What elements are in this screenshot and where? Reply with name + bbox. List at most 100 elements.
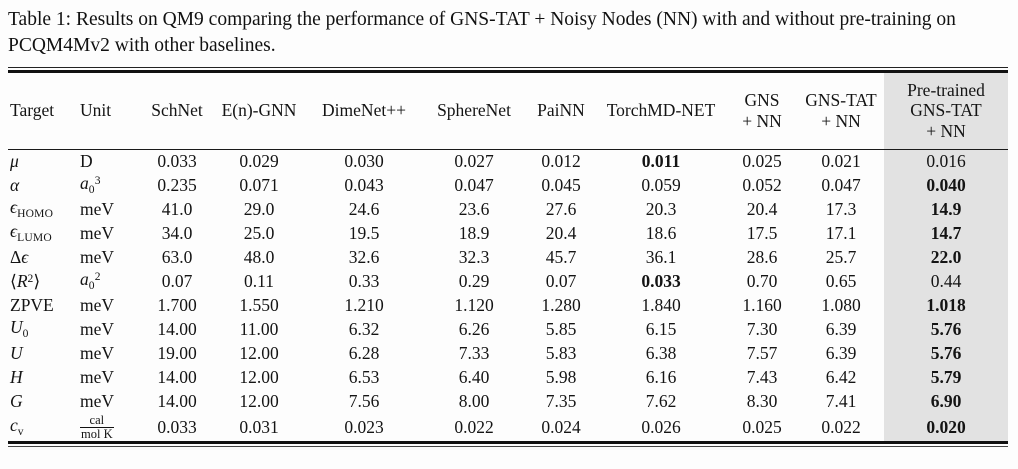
value-cell: 6.42 [825, 367, 857, 388]
value-cell: 0.025 [742, 151, 782, 172]
value-cell: 7.62 [645, 391, 677, 412]
value-cell: 1.210 [344, 295, 384, 316]
value-cell: 17.1 [825, 223, 857, 244]
value-cell: 12.00 [239, 391, 279, 412]
value-cell: 32.3 [458, 247, 490, 268]
value-cell: 6.15 [645, 319, 677, 340]
value-cell: 6.39 [825, 343, 857, 364]
table-caption: Table 1: Results on QM9 comparing the pe… [8, 9, 956, 56]
table-row: cv cal mol K 0.033 0.031 0.023 0.022 0.024 0.026… [8, 412, 1008, 442]
value-cell: 6.40 [458, 367, 490, 388]
unit-cell: cal mol K [80, 412, 114, 441]
value-cell: 12.00 [239, 367, 279, 388]
value-cell: 0.026 [641, 416, 681, 437]
value-cell: 5.76 [884, 317, 1008, 342]
value-cell: 24.6 [348, 199, 380, 220]
unit-cell: meV [80, 199, 115, 220]
table-header: Target Unit SchNet E(n)-GNN DimeNet++ SphereN… [8, 72, 1008, 150]
value-cell: 6.26 [458, 319, 490, 340]
unit-cell: meV [80, 295, 115, 316]
unit-cell: meV [80, 343, 115, 364]
value-cell: 0.030 [344, 151, 384, 172]
value-cell: 14.7 [884, 221, 1008, 246]
value-cell: 11.00 [239, 319, 279, 340]
value-cell: 0.07 [545, 271, 577, 292]
value-cell: 0.040 [884, 173, 1008, 198]
value-cell: 23.6 [458, 199, 490, 220]
value-cell: 1.550 [239, 295, 279, 316]
table-row: Δϵ meV 63.0 48.0 32.6 32.3 45.7 36.1 28.6 25.7 22.… [8, 245, 1008, 270]
value-cell: 17.5 [746, 223, 778, 244]
value-cell: 0.047 [821, 175, 861, 196]
table-row: U0 meV 14.00 11.00 6.32 6.26 5.85 6.15 7.30 6.39 5… [8, 317, 1008, 342]
value-cell: 0.033 [157, 416, 197, 437]
value-cell: 0.023 [344, 416, 384, 437]
value-cell: 32.6 [348, 247, 380, 268]
value-cell: 1.080 [821, 295, 861, 316]
value-cell: 6.28 [348, 343, 380, 364]
value-cell: 0.022 [821, 416, 861, 437]
value-cell: 7.35 [545, 391, 577, 412]
value-cell: 0.033 [641, 271, 681, 292]
col-header-torchmd-net: TorchMD-NET [596, 72, 726, 150]
value-cell: 14.00 [157, 367, 197, 388]
value-cell: 5.76 [884, 341, 1008, 366]
target-cell: ⟨R2⟩ [10, 271, 41, 292]
value-cell: 0.052 [742, 175, 782, 196]
value-cell: 6.38 [645, 343, 677, 364]
value-cell: 1.160 [742, 295, 782, 316]
unit-cell: meV [80, 319, 115, 340]
target-cell: μ [10, 151, 19, 172]
header-row: Target Unit SchNet E(n)-GNN DimeNet++ SphereN… [8, 72, 1008, 150]
value-cell: 25.7 [825, 247, 857, 268]
value-cell: 0.043 [344, 175, 384, 196]
value-cell: 0.016 [884, 149, 1008, 174]
value-cell: 28.6 [746, 247, 778, 268]
value-cell: 18.9 [458, 223, 490, 244]
unit-cell: a02 [80, 269, 101, 293]
col-header-pretrained-gns-tat-nn: Pre-trained GNS-TAT + NN [884, 72, 1008, 150]
col-header-en-gnn: E(n)-GNN [212, 72, 306, 150]
target-cell: ϵHOMO [10, 197, 54, 221]
value-cell: 0.029 [239, 151, 279, 172]
value-cell: 14.9 [884, 197, 1008, 222]
value-cell: 0.44 [884, 269, 1008, 294]
value-cell: 63.0 [161, 247, 193, 268]
value-cell: 0.071 [239, 175, 279, 196]
value-cell: 8.00 [458, 391, 490, 412]
table-row: ZPVE meV 1.700 1.550 1.210 1.120 1.280 1.840 1.1… [8, 293, 1008, 318]
table-top-rule [8, 66, 1008, 73]
value-cell: 5.98 [545, 367, 577, 388]
value-cell: 0.045 [541, 175, 581, 196]
value-cell: 0.33 [348, 271, 380, 292]
col-header-gns-nn: GNS + NN [726, 72, 798, 150]
unit-cell: meV [80, 391, 115, 412]
value-cell: 5.85 [545, 319, 577, 340]
value-cell: 1.120 [454, 295, 494, 316]
value-cell: 0.012 [541, 151, 581, 172]
value-cell: 45.7 [545, 247, 577, 268]
target-cell: ϵLUMO [10, 221, 52, 245]
value-cell: 0.70 [746, 271, 778, 292]
col-header-spherenet: SphereNet [422, 72, 526, 150]
unit-cell: meV [80, 367, 115, 388]
value-cell: 22.0 [884, 245, 1008, 270]
table-row: ϵLUMO meV 34.0 25.0 19.5 18.9 20.4 18.6 17.5 17.1… [8, 221, 1008, 246]
col-header-unit: Unit [78, 72, 142, 150]
target-cell: U [10, 343, 23, 364]
unit-cell: a03 [80, 173, 101, 197]
value-cell: 0.025 [742, 416, 782, 437]
target-cell: H [10, 367, 23, 388]
table-row: α a03 0.235 0.071 0.043 0.047 0.045 0.059 0.052 0… [8, 173, 1008, 198]
unit-cell: D [80, 151, 93, 172]
value-cell: 0.027 [454, 151, 494, 172]
value-cell: 18.6 [645, 223, 677, 244]
value-cell: 1.840 [641, 295, 681, 316]
value-cell: 20.4 [746, 199, 778, 220]
target-cell: G [10, 391, 23, 412]
value-cell: 19.5 [348, 223, 380, 244]
unit-cell: meV [80, 223, 115, 244]
value-cell: 0.07 [161, 271, 193, 292]
